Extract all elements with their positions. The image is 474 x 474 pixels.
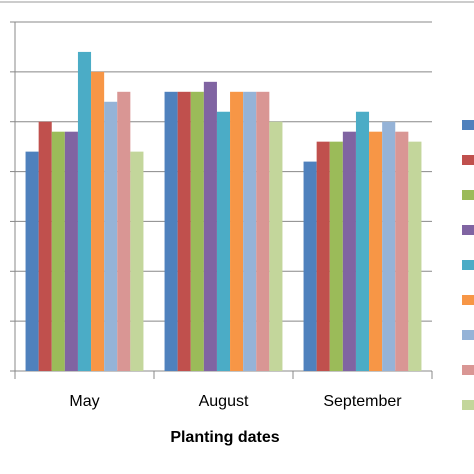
x-axis-title: Planting dates <box>170 429 279 446</box>
bar <box>77 51 92 372</box>
legend-swatch <box>462 190 474 200</box>
bar <box>269 121 283 371</box>
bar <box>230 91 244 372</box>
bar <box>256 91 270 372</box>
legend-swatch <box>462 295 474 305</box>
bar <box>203 81 217 371</box>
legend-swatch <box>462 225 474 235</box>
bar <box>369 131 383 371</box>
bar <box>303 161 317 371</box>
bar <box>316 141 330 371</box>
bar <box>164 91 178 372</box>
bar <box>243 91 257 372</box>
legend-swatch <box>462 120 474 130</box>
bar <box>329 141 343 371</box>
legend-swatch <box>462 330 474 340</box>
bar <box>38 121 52 371</box>
bar <box>382 121 396 371</box>
bar <box>104 101 118 372</box>
x-tick-label: August <box>199 393 249 410</box>
bar <box>355 111 370 371</box>
x-tick-label: May <box>69 393 99 410</box>
legend-swatch <box>462 155 474 165</box>
bar <box>342 131 356 371</box>
bar <box>64 131 78 371</box>
bar <box>395 131 409 371</box>
legend-swatch <box>462 365 474 375</box>
bar <box>51 131 65 371</box>
bar <box>408 141 422 371</box>
bar <box>190 91 204 372</box>
bar <box>130 151 144 371</box>
bar <box>177 91 191 372</box>
bar <box>91 71 105 371</box>
x-tick-label: September <box>323 393 402 410</box>
legend-swatch <box>462 260 474 270</box>
legend-swatch <box>462 400 474 410</box>
bar <box>25 151 39 371</box>
bar <box>117 91 131 372</box>
bar <box>216 111 231 371</box>
